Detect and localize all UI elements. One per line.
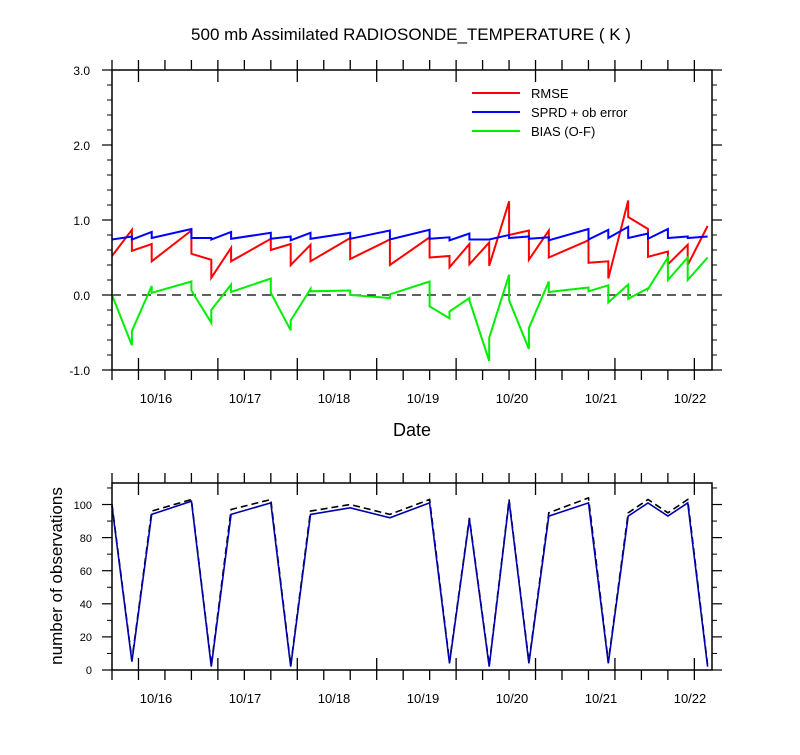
series-line-rmse: [111, 200, 709, 282]
x-tick-label: 10/16: [140, 391, 173, 406]
top-panel: 500 mb Assimilated RADIOSONDE_TEMPERATUR…: [69, 25, 722, 440]
x-tick-label: 10/19: [407, 391, 440, 406]
bottom-series-lines: [111, 496, 709, 667]
x-tick-label: 10/19: [407, 691, 440, 706]
x-tick-label: 10/16: [140, 691, 173, 706]
x-tick-label: 10/22: [674, 391, 707, 406]
x-tick-label: 10/18: [318, 691, 351, 706]
y-tick-label: 0.0: [73, 289, 90, 303]
x-tick-label: 10/20: [496, 391, 529, 406]
y-tick-label: -1.0: [69, 364, 90, 378]
top-axis-ticks: [102, 60, 722, 380]
x-tick-label: 10/17: [229, 391, 262, 406]
x-tick-label: 10/20: [496, 691, 529, 706]
series-line-sprd-ob-error: [111, 225, 708, 242]
y-tick-label: 3.0: [73, 64, 90, 78]
bottom-x-axis: 10/16 10/17 10/18 10/19 10/20 10/21 10/2…: [140, 691, 707, 706]
legend-label-sprd: SPRD + ob error: [531, 105, 628, 120]
legend-label-rmse: RMSE: [531, 86, 569, 101]
legend: RMSE SPRD + ob error BIAS (O-F): [472, 86, 628, 139]
bottom-axis-ticks: [102, 473, 722, 680]
y-tick-label: 0: [86, 665, 92, 677]
x-tick-label: 10/18: [318, 391, 351, 406]
series-line-bias-o-f: [111, 254, 709, 362]
bottom-y-axis: 0 20 40 60 80 100 number of observations: [47, 487, 92, 677]
chart-title: 500 mb Assimilated RADIOSONDE_TEMPERATUR…: [191, 25, 631, 44]
x-axis-label: Date: [393, 420, 431, 440]
y-tick-label: 40: [80, 599, 92, 611]
y-tick-label: 2.0: [73, 139, 90, 153]
y-axis-label: number of observations: [47, 487, 66, 665]
bottom-plot-frame: [111, 482, 713, 671]
bottom-plot-area: [102, 473, 722, 680]
y-tick-label: 100: [74, 500, 92, 512]
x-tick-label: 10/21: [585, 691, 618, 706]
y-tick-label: 80: [80, 533, 92, 545]
x-tick-label: 10/22: [674, 691, 707, 706]
y-tick-label: 60: [80, 566, 92, 578]
top-x-axis: 10/16 10/17 10/18 10/19 10/20 10/21 10/2…: [140, 391, 707, 440]
y-tick-label: 20: [80, 632, 92, 644]
top-plot-area: [102, 60, 722, 380]
top-plot-frame: [111, 69, 713, 371]
y-tick-label: 1.0: [73, 214, 90, 228]
series-line-assimilated: [111, 500, 709, 667]
x-tick-label: 10/17: [229, 691, 262, 706]
top-series-lines: [111, 200, 709, 362]
legend-label-bias: BIAS (O-F): [531, 124, 595, 139]
top-y-axis: -1.0 0.0 1.0 2.0 3.0: [69, 64, 90, 378]
bottom-panel: 0 20 40 60 80 100 number of observations…: [47, 473, 722, 706]
x-tick-label: 10/21: [585, 391, 618, 406]
